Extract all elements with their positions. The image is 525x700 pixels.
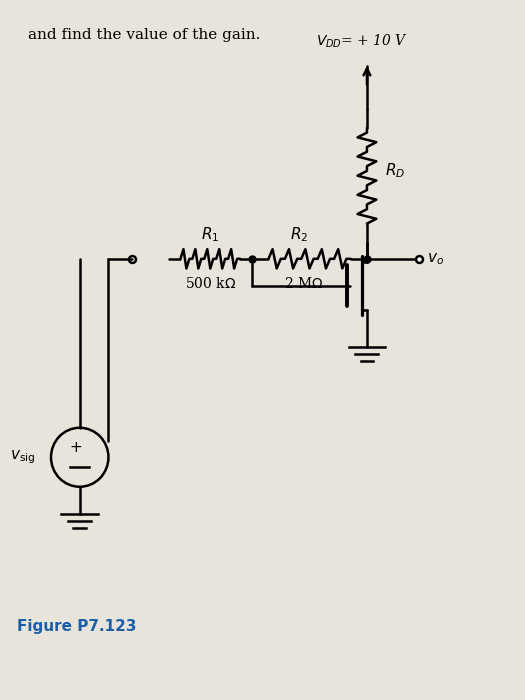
Text: 500 k$\Omega$: 500 k$\Omega$ — [185, 276, 236, 291]
Text: +: + — [69, 440, 82, 455]
Text: Figure P7.123: Figure P7.123 — [17, 620, 136, 634]
Text: $R_2$: $R_2$ — [290, 225, 308, 244]
Text: $v_o$: $v_o$ — [427, 251, 444, 267]
Text: $v_{\rm sig}$: $v_{\rm sig}$ — [10, 449, 35, 466]
Text: 2 M$\Omega$: 2 M$\Omega$ — [285, 276, 324, 291]
Text: $V_{DD}$= + 10 V: $V_{DD}$= + 10 V — [316, 32, 408, 50]
Text: $R_D$: $R_D$ — [385, 161, 405, 180]
Text: and find the value of the gain.: and find the value of the gain. — [27, 28, 260, 42]
Text: $R_1$: $R_1$ — [201, 225, 219, 244]
